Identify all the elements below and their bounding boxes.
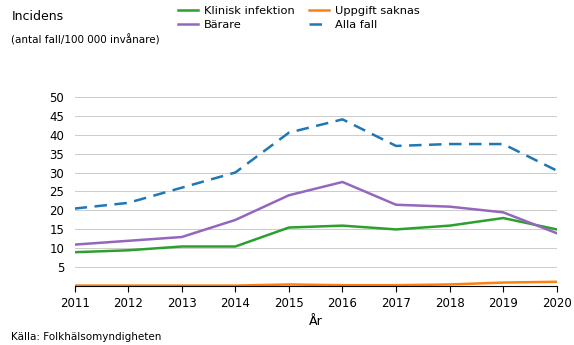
X-axis label: År: År	[309, 315, 323, 328]
Text: (antal fall/100 000 invånare): (antal fall/100 000 invånare)	[11, 34, 160, 46]
Legend: Klinisk infektion, Bärare, Uppgift saknas, Alla fall: Klinisk infektion, Bärare, Uppgift sakna…	[178, 6, 420, 30]
Text: Incidens: Incidens	[11, 10, 64, 23]
Text: Källa: Folkhälsomyndigheten: Källa: Folkhälsomyndigheten	[11, 332, 162, 342]
